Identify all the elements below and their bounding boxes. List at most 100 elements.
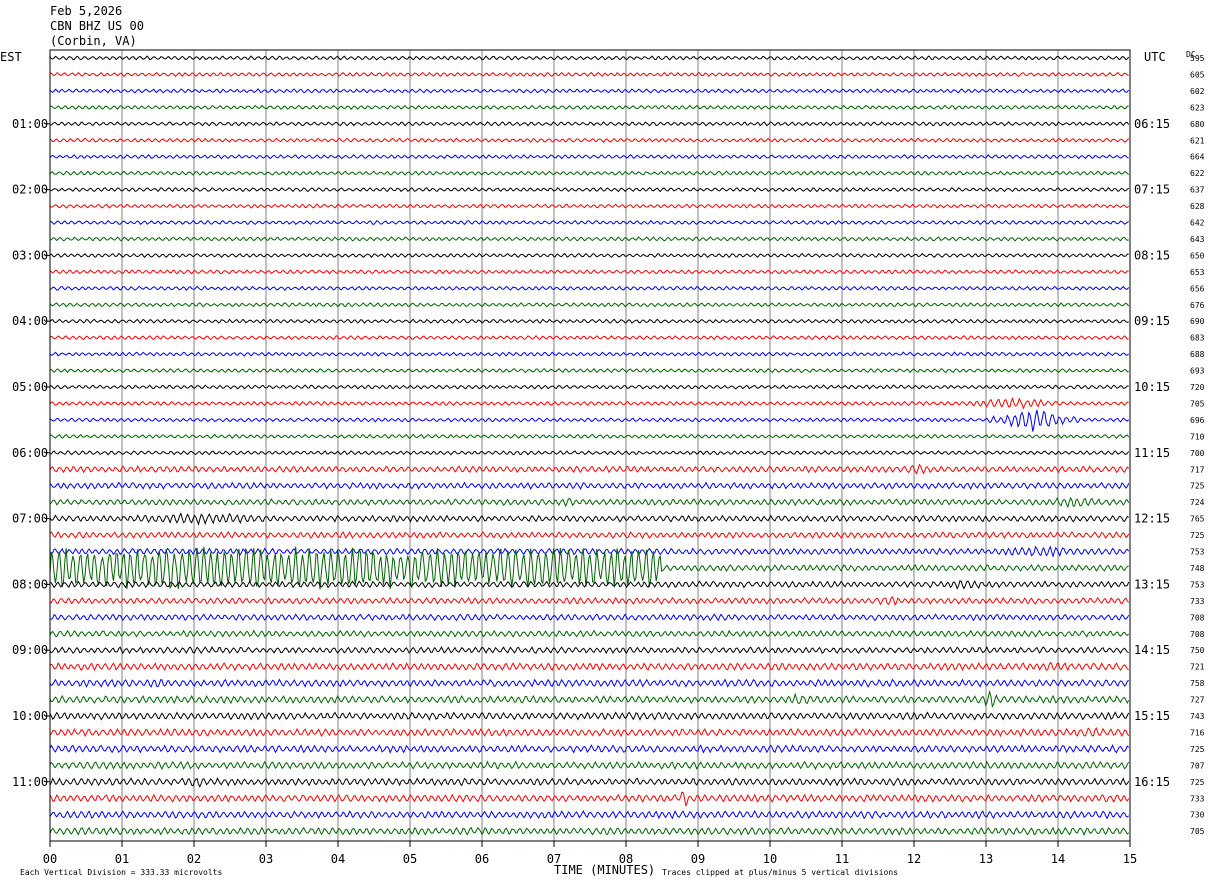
dc-value: 733 (1190, 597, 1205, 606)
right-hour-label: 15:15 (1134, 709, 1170, 723)
left-hour-label: 05:00 (12, 380, 48, 394)
dc-value: 721 (1190, 663, 1205, 672)
right-hour-label: 07:15 (1134, 183, 1170, 197)
trace-15 (49, 302, 1130, 308)
trace-14 (49, 285, 1130, 291)
dc-values: 595 605 602 623 680 621 664 622 637 628 642 643 650 6… (1190, 54, 1205, 836)
dc-value: 656 (1190, 284, 1205, 293)
trace-37 (49, 661, 1129, 672)
dc-value: 730 (1190, 811, 1205, 820)
dc-value: 622 (1190, 169, 1205, 178)
dc-value: 690 (1190, 317, 1205, 326)
trace-17 (49, 335, 1129, 341)
trace-7 (49, 170, 1130, 176)
dc-header: DC (1186, 50, 1196, 59)
trace-25 (49, 463, 1130, 475)
trace-31 (49, 546, 1129, 590)
trace-29 (49, 530, 1130, 539)
dc-value: 605 (1190, 70, 1205, 79)
dc-value: 758 (1190, 679, 1205, 688)
dc-value: 765 (1190, 515, 1205, 524)
dc-value: 707 (1190, 761, 1205, 770)
dc-value: 688 (1190, 350, 1205, 359)
dc-value: 621 (1190, 136, 1205, 145)
dc-value: 750 (1190, 646, 1205, 655)
trace-33 (49, 596, 1130, 607)
trace-32 (49, 580, 1130, 590)
dc-value: 716 (1190, 728, 1205, 737)
left-hour-label: 07:00 (12, 512, 48, 526)
trace-47 (49, 826, 1130, 836)
trace-39 (49, 689, 1130, 708)
x-tick-label: 08 (619, 852, 633, 866)
x-axis-title: TIME (MINUTES) (554, 863, 655, 877)
trace-46 (49, 810, 1130, 820)
right-hour-label: 11:15 (1134, 446, 1170, 460)
x-tick-label: 15 (1123, 852, 1137, 866)
x-tick-label: 00 (43, 852, 57, 866)
dc-value: 710 (1190, 432, 1205, 441)
x-tick-label: 02 (187, 852, 201, 866)
dc-value: 720 (1190, 383, 1205, 392)
dc-value: 727 (1190, 696, 1205, 705)
left-hour-labels: 01:00 02:00 03:00 04:00 05:00 06:00 07:00 08:00… (12, 117, 50, 789)
right-hour-label: 09:15 (1134, 314, 1170, 328)
trace-8 (49, 186, 1129, 193)
x-axis: 00 01 02 03 04 05 06 07 08 09 10 11 12 13 14 15 (43, 841, 1137, 866)
dc-value: 753 (1190, 548, 1205, 557)
trace-3 (49, 104, 1129, 110)
station-label: CBN BHZ US 00 (50, 19, 144, 33)
left-hour-label: 02:00 (12, 183, 48, 197)
right-hour-label: 12:15 (1134, 512, 1170, 526)
trace-38 (49, 678, 1130, 688)
location-label: (Corbin, VA) (50, 34, 137, 48)
trace-1 (49, 71, 1129, 78)
dc-value: 642 (1190, 219, 1205, 228)
right-hour-label: 13:15 (1134, 577, 1170, 591)
dc-value: 705 (1190, 399, 1205, 408)
dc-value: 680 (1190, 120, 1205, 129)
trace-11 (49, 236, 1129, 242)
trace-23 (49, 433, 1130, 440)
trace-9 (49, 203, 1130, 209)
right-hour-label: 10:15 (1134, 380, 1170, 394)
dc-value: 602 (1190, 87, 1205, 96)
left-hour-label: 01:00 (12, 117, 48, 131)
trace-34 (49, 613, 1130, 622)
trace-36 (49, 646, 1129, 655)
dc-value: 700 (1190, 449, 1205, 458)
right-hour-labels: 06:15 07:15 08:15 09:15 10:15 11:15 12:15 13:15… (1134, 117, 1170, 789)
dc-value: 748 (1190, 564, 1205, 573)
left-hour-label: 08:00 (12, 577, 48, 591)
x-tick-label: 03 (259, 852, 273, 866)
dc-value: 637 (1190, 186, 1205, 195)
left-hour-label: 04:00 (12, 314, 48, 328)
dc-value: 595 (1190, 54, 1205, 63)
trace-42 (49, 744, 1129, 754)
trace-10 (49, 219, 1129, 226)
trace-19 (49, 367, 1129, 374)
left-timezone-label: EST (0, 50, 22, 64)
dc-value: 725 (1190, 531, 1205, 540)
x-tick-label: 01 (115, 852, 129, 866)
right-hour-label: 06:15 (1134, 117, 1170, 131)
dc-value: 643 (1190, 235, 1205, 244)
dc-value: 725 (1190, 745, 1205, 754)
date-label: Feb 5,2026 (50, 4, 123, 18)
dc-value: 733 (1190, 794, 1205, 803)
x-tick-label: 07 (547, 852, 561, 866)
trace-40 (49, 711, 1130, 721)
x-tick-label: 10 (763, 852, 777, 866)
trace-35 (49, 629, 1130, 638)
dc-value: 676 (1190, 301, 1205, 310)
left-hour-label: 11:00 (12, 775, 48, 789)
trace-5 (49, 137, 1130, 143)
trace-16 (49, 318, 1129, 324)
x-tick-label: 04 (331, 852, 345, 866)
trace-27 (49, 496, 1130, 509)
x-tick-label: 13 (979, 852, 993, 866)
trace-4 (49, 121, 1130, 127)
trace-12 (49, 252, 1129, 259)
trace-30 (49, 545, 1130, 559)
